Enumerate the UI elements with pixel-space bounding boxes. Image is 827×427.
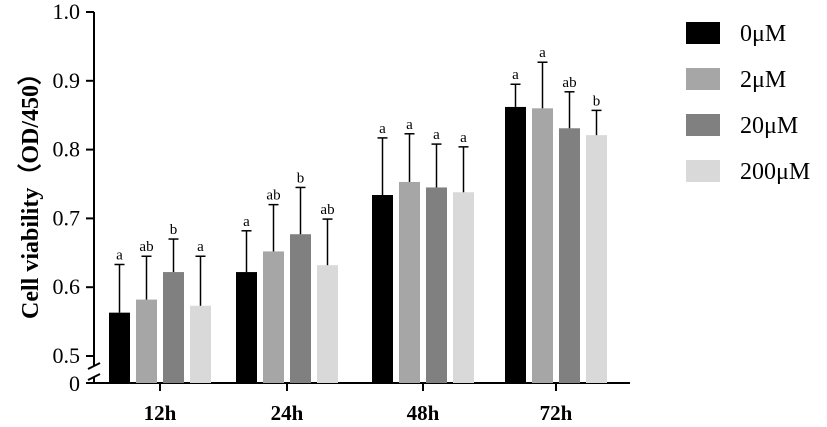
significance-label: ab bbox=[320, 202, 334, 218]
y-tick-label: 0.9 bbox=[53, 68, 81, 93]
bar bbox=[163, 272, 184, 383]
bar bbox=[426, 187, 447, 383]
bar bbox=[372, 195, 393, 383]
x-tick-label: 24h bbox=[271, 401, 304, 425]
x-tick-label: 72h bbox=[540, 401, 573, 425]
bar bbox=[109, 312, 130, 383]
significance-label: a bbox=[197, 239, 204, 255]
bar bbox=[290, 234, 311, 383]
y-axis: 0.5 0.6 0.7 0.8 0.9 1.0 0 bbox=[53, 0, 101, 396]
x-tick-label: 12h bbox=[144, 401, 177, 425]
legend-swatch bbox=[686, 160, 720, 182]
legend-label: 0μM bbox=[740, 21, 786, 47]
y-tick-label: 1.0 bbox=[53, 0, 81, 24]
legend-label: 2μM bbox=[740, 67, 786, 93]
significance-label: a bbox=[243, 214, 250, 230]
legend-swatch bbox=[686, 68, 720, 90]
y-tick-label-zero: 0 bbox=[69, 371, 80, 396]
y-tick-label: 0.6 bbox=[53, 274, 81, 299]
x-tick-label: 48h bbox=[407, 401, 440, 425]
y-tick-label: 0.8 bbox=[53, 137, 81, 162]
legend-label: 200μM bbox=[740, 159, 810, 185]
legend-label: 20μM bbox=[740, 113, 798, 139]
y-ticks: 0.5 0.6 0.7 0.8 0.9 1.0 bbox=[53, 0, 94, 384]
significance-label: b bbox=[593, 93, 601, 109]
significance-label: a bbox=[406, 117, 413, 133]
bar bbox=[263, 251, 284, 383]
bar bbox=[453, 192, 474, 383]
bar bbox=[236, 272, 257, 383]
axis-break-stroke bbox=[87, 373, 101, 381]
significance-label: a bbox=[379, 121, 386, 137]
significance-label: a bbox=[539, 45, 546, 61]
bar bbox=[505, 106, 526, 383]
y-tick-label: 0.5 bbox=[53, 343, 81, 368]
bar bbox=[399, 181, 420, 383]
bar bbox=[317, 265, 338, 383]
legend-swatch bbox=[686, 22, 720, 44]
significance-label: b bbox=[170, 222, 178, 238]
significance-label: ab bbox=[266, 188, 280, 204]
y-tick-label: 0.7 bbox=[53, 205, 81, 230]
x-ticks: 12h 24h 48h 72h bbox=[144, 383, 573, 425]
significance-label: a bbox=[433, 127, 440, 143]
significance-label: a bbox=[460, 130, 467, 146]
y-axis-title: Cell viability（OD/450） bbox=[17, 61, 44, 319]
significance-label: ab bbox=[562, 75, 576, 91]
significance-label: ab bbox=[139, 239, 153, 255]
bar bbox=[559, 128, 580, 383]
bar bbox=[136, 299, 157, 383]
x-axis: 12h 24h 48h 72h bbox=[94, 382, 630, 425]
bar bbox=[586, 135, 607, 383]
axis-break-mark bbox=[87, 362, 101, 381]
axis-break-stroke bbox=[87, 362, 101, 370]
significance-label: a bbox=[512, 67, 519, 83]
significance-label: a bbox=[116, 247, 123, 263]
bar bbox=[190, 305, 211, 383]
significance-label: b bbox=[297, 170, 305, 186]
bar bbox=[532, 108, 553, 383]
legend-swatch bbox=[686, 114, 720, 136]
legend: 0μM 2μM 20μM 200μM bbox=[686, 21, 810, 185]
